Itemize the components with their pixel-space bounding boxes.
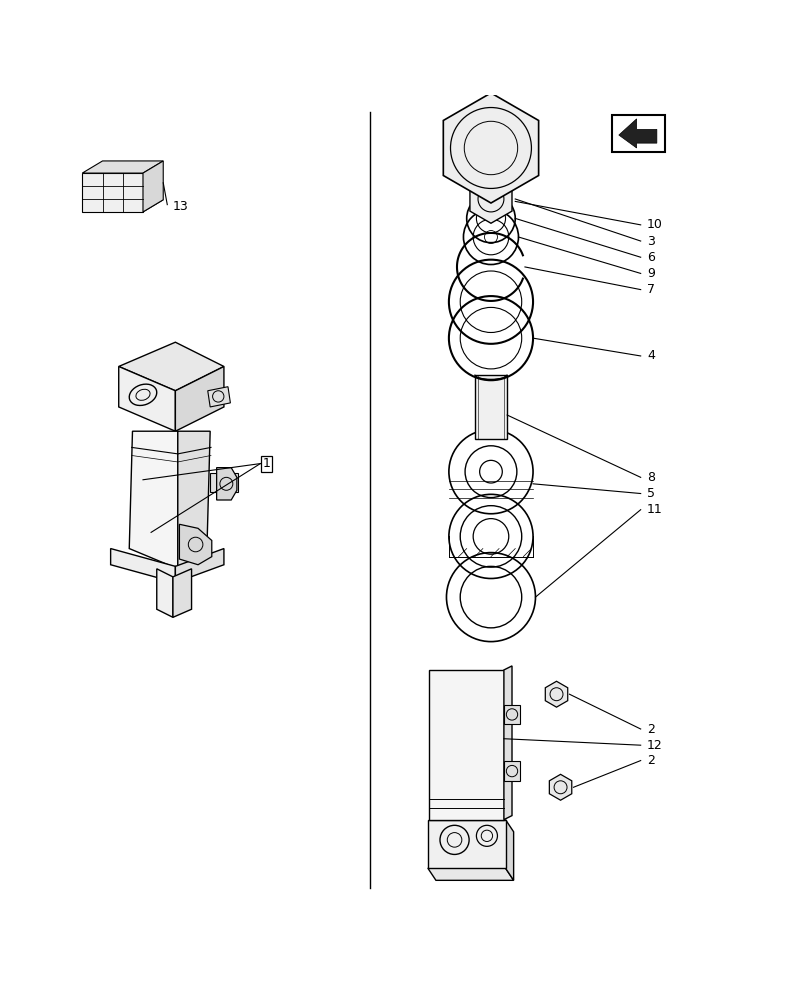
Polygon shape [178,431,210,569]
Polygon shape [470,175,512,223]
Polygon shape [505,820,513,880]
Text: 4: 4 [646,349,654,362]
Polygon shape [143,161,163,212]
Text: 13: 13 [173,200,188,213]
Polygon shape [210,473,238,492]
Polygon shape [82,161,163,173]
Polygon shape [175,549,224,583]
Polygon shape [549,774,571,800]
Polygon shape [618,119,656,148]
Text: 3: 3 [646,235,654,248]
Text: 10: 10 [646,218,663,231]
Polygon shape [443,93,538,203]
Polygon shape [179,524,212,565]
Polygon shape [429,670,504,820]
Polygon shape [504,705,520,724]
Polygon shape [175,366,224,431]
Text: 6: 6 [646,251,654,264]
Text: 8: 8 [646,471,654,484]
Polygon shape [504,761,520,781]
Polygon shape [504,666,512,820]
Polygon shape [157,569,173,617]
Polygon shape [110,549,175,583]
Polygon shape [129,431,178,569]
Polygon shape [427,820,505,868]
Text: 2: 2 [646,723,654,736]
Text: 11: 11 [646,503,662,516]
Polygon shape [118,366,175,431]
Text: 7: 7 [646,283,654,296]
Polygon shape [173,569,191,617]
Polygon shape [82,200,163,212]
Text: 2: 2 [646,754,654,767]
Text: 9: 9 [646,267,654,280]
Polygon shape [118,342,224,391]
Text: 12: 12 [646,739,662,752]
Text: 5: 5 [646,487,654,500]
Polygon shape [545,681,567,707]
Polygon shape [82,173,143,212]
Polygon shape [427,868,513,880]
Text: 1: 1 [263,457,270,470]
Polygon shape [217,468,237,500]
Polygon shape [474,375,507,439]
Polygon shape [208,387,230,407]
